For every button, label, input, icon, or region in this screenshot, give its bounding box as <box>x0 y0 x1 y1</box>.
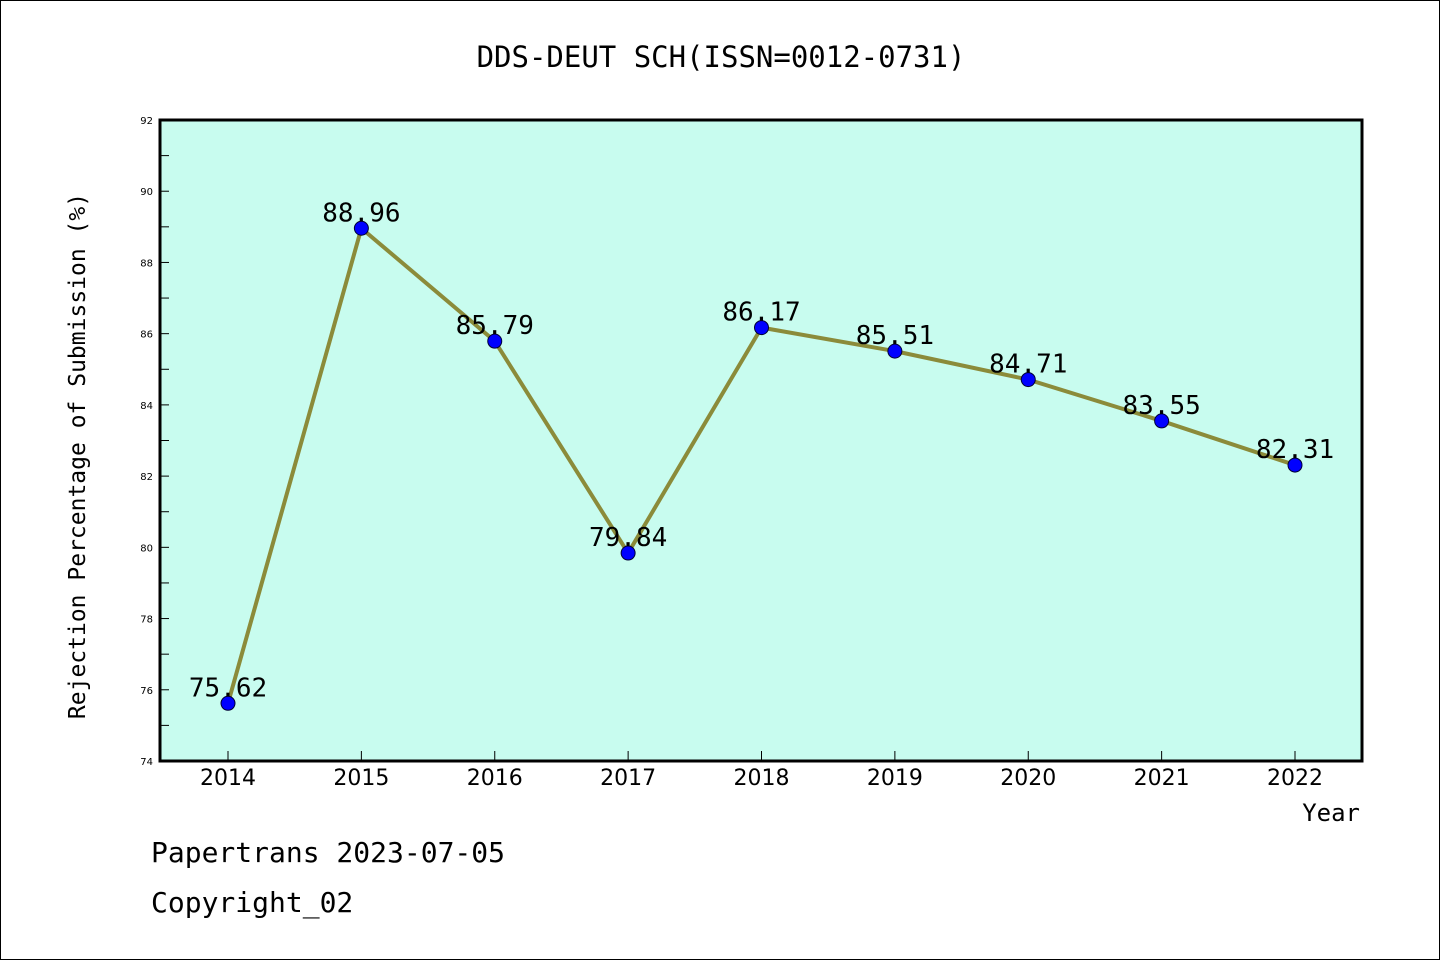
data-label: 85.51 <box>856 321 934 351</box>
y-tick-label: 92 <box>140 116 153 127</box>
data-point <box>1020 372 1036 388</box>
y-tick-label: 74 <box>140 757 153 768</box>
data-point <box>1154 413 1170 429</box>
x-axis-ticks: 2014 2015 2016 2017 2018 2019 2020 2021 2022 <box>200 751 1323 791</box>
data-point <box>353 220 369 236</box>
data-label: 85.79 <box>456 311 534 341</box>
y-tick-label: 90 <box>140 187 153 198</box>
y-tick-label: 86 <box>140 330 153 341</box>
y-tick-label: 76 <box>140 686 153 697</box>
footer-copyright-text: Copyright_02 <box>151 886 354 919</box>
x-tick-label: 2016 <box>467 766 523 791</box>
x-tick-label: 2019 <box>867 766 923 791</box>
y-tick-label: 80 <box>140 543 153 554</box>
y-tick-label: 82 <box>140 472 153 483</box>
x-tick-label: 2014 <box>200 766 256 791</box>
data-label: 82.31 <box>1256 435 1334 465</box>
data-label: 83.55 <box>1122 391 1200 421</box>
x-tick-label: 2020 <box>1000 766 1056 791</box>
data-labels-group: 75.62 88.96 85.79 79.84 86.17 85.51 84.71 83.55… <box>189 198 1334 703</box>
data-point <box>220 695 236 711</box>
data-label: 86.17 <box>722 298 800 328</box>
y-tick-label: 84 <box>140 401 153 412</box>
y-axis-label: Rejection Percentage of Submission (%) <box>65 193 91 719</box>
x-axis-label: Year <box>1302 799 1360 827</box>
chart-title: DDS-DEUT SCH(ISSN=0012-0731) <box>477 40 966 74</box>
y-tick-label: 78 <box>140 615 153 626</box>
data-label: 75.62 <box>189 673 267 703</box>
x-tick-label: 2018 <box>734 766 790 791</box>
data-label: 79.84 <box>589 523 667 553</box>
x-tick-label: 2022 <box>1267 766 1323 791</box>
data-point <box>887 343 903 359</box>
data-point <box>620 545 636 561</box>
footer-date-text: Papertrans 2023-07-05 <box>151 836 506 869</box>
x-tick-label: 2017 <box>600 766 656 791</box>
series-line-group <box>220 220 1303 711</box>
data-label: 88.96 <box>322 198 400 228</box>
x-tick-label: 2021 <box>1134 766 1190 791</box>
data-point <box>487 333 503 349</box>
x-tick-label: 2015 <box>333 766 389 791</box>
data-point <box>1287 457 1303 473</box>
y-tick-label: 88 <box>140 258 153 269</box>
plot-border <box>158 118 1364 763</box>
data-label: 84.71 <box>989 350 1067 380</box>
data-point <box>754 320 769 336</box>
